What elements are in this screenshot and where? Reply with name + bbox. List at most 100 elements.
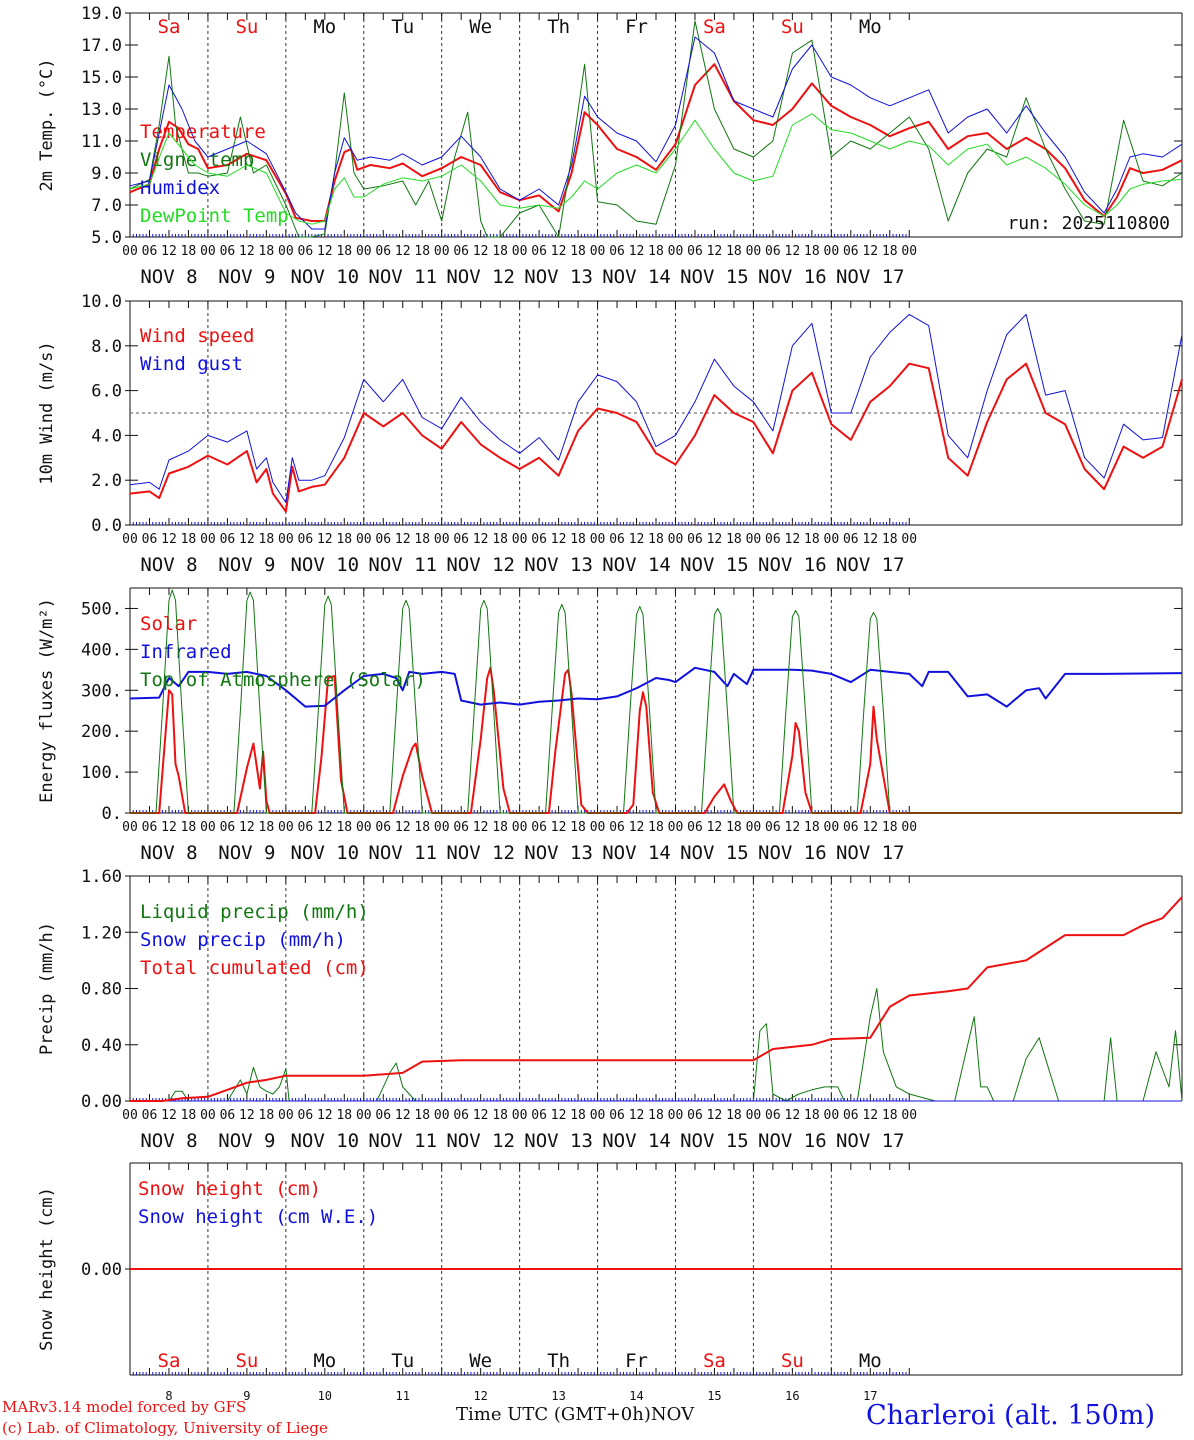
temperature-y-tick-label: 19.0	[81, 4, 122, 24]
temperature-y-tick-label: 9.0	[91, 164, 122, 184]
temperature-hour-label: 06	[298, 244, 314, 259]
wind-hour-label: 06	[142, 532, 158, 547]
wind-hour-label: 06	[531, 532, 547, 547]
energy-hour-label: 06	[531, 820, 547, 835]
temperature-hour-label: 00	[668, 244, 684, 259]
temperature-hour-label: 18	[259, 244, 275, 259]
energy-legend-entry: Solar	[140, 613, 197, 635]
precip-hour-label: 00	[278, 1108, 294, 1123]
weekday-label: Su	[235, 1350, 258, 1372]
wind-hour-label: 00	[668, 532, 684, 547]
location-title: Charleroi (alt. 150m)	[866, 1400, 1155, 1431]
temperature-series-line	[129, 63, 1183, 222]
temperature-y-tick-label: 17.0	[81, 36, 122, 56]
wind-hour-label: 06	[375, 532, 391, 547]
wind-date-label: NOV 12	[446, 554, 515, 576]
temperature-hour-label: 06	[531, 244, 547, 259]
wind-legend-entry: Wind gust	[140, 353, 243, 375]
energy-hour-label: 00	[824, 820, 840, 835]
precip-y-tick-label: 0.40	[81, 1036, 122, 1056]
energy-y-tick-label: 200.	[81, 722, 122, 742]
weekday-label: We	[469, 1350, 492, 1372]
precip-y-tick-label: 1.60	[81, 867, 122, 887]
precip-hour-label: 18	[414, 1108, 430, 1123]
energy-legend-entry: Infrared	[140, 641, 232, 663]
temperature-run-annotation: run: 2025110800	[1007, 213, 1170, 234]
bottom-day-number: 17	[863, 1389, 877, 1403]
temperature-hour-label: 12	[629, 244, 645, 259]
temperature-hour-label: 18	[336, 244, 352, 259]
wind-date-label: NOV 8	[140, 554, 197, 576]
temperature-date-label: NOV 13	[524, 266, 593, 288]
precip-hour-label: 00	[824, 1108, 840, 1123]
energy-hour-label: 18	[570, 820, 586, 835]
weekday-label: Mo	[313, 1350, 336, 1372]
temperature-date-label: NOV 15	[680, 266, 749, 288]
weekday-label: Mo	[859, 16, 882, 38]
energy-series-line	[129, 666, 1183, 708]
precip-y-tick-label: 1.20	[81, 923, 122, 943]
snow-y-tick-label: 0.00	[81, 1260, 122, 1280]
energy-hour-label: 06	[843, 820, 859, 835]
temperature-hour-label: 00	[122, 244, 138, 259]
wind-y-tick-label: 8.0	[91, 337, 122, 357]
wind-hour-label: 00	[356, 532, 372, 547]
temperature-y-tick-label: 11.0	[81, 132, 122, 152]
wind-date-label: NOV 9	[218, 554, 275, 576]
weekday-label: Tu	[391, 1350, 414, 1372]
temperature-legend-entry: Humidex	[140, 177, 220, 199]
precip-hour-label: 18	[882, 1108, 898, 1123]
energy-date-label: NOV 14	[602, 842, 671, 864]
temperature-hour-label: 18	[726, 244, 742, 259]
wind-hour-label: 12	[862, 532, 878, 547]
temperature-date-label: NOV 14	[602, 266, 671, 288]
energy-hour-label: 18	[181, 820, 197, 835]
precip-date-label: NOV 11	[368, 1130, 437, 1152]
temperature-hour-label: 18	[882, 244, 898, 259]
weekday-label: Su	[781, 16, 804, 38]
bottom-day-number: 12	[473, 1389, 487, 1403]
wind-hour-label: 12	[239, 532, 255, 547]
precip-date-label: NOV 8	[140, 1130, 197, 1152]
wind-hour-label: 06	[220, 532, 236, 547]
weekday-label: Th	[547, 16, 570, 38]
temperature-y-tick-label: 13.0	[81, 100, 122, 120]
temperature-hour-label: 00	[278, 244, 294, 259]
wind-hour-label: 12	[395, 532, 411, 547]
energy-hour-label: 06	[687, 820, 703, 835]
wind-hour-label: 12	[785, 532, 801, 547]
precip-hour-label: 12	[785, 1108, 801, 1123]
wind-hour-label: 18	[336, 532, 352, 547]
wind-hour-label: 12	[473, 532, 489, 547]
temperature-hour-label: 12	[161, 244, 177, 259]
precip-hour-label: 18	[181, 1108, 197, 1123]
month-label: NOV	[650, 1404, 695, 1425]
energy-date-label: NOV 11	[368, 842, 437, 864]
temperature-hour-label: 12	[551, 244, 567, 259]
temperature-hour-label: 00	[356, 244, 372, 259]
temperature-y-axis-label: 2m Temp. (°C)	[37, 58, 57, 191]
energy-hour-label: 00	[668, 820, 684, 835]
temperature-series-line	[129, 36, 1183, 230]
energy-hour-label: 12	[551, 820, 567, 835]
energy-hour-label: 00	[746, 820, 762, 835]
precip-hour-label: 12	[551, 1108, 567, 1123]
wind-y-tick-label: 10.0	[81, 292, 122, 312]
wind-hour-label: 00	[746, 532, 762, 547]
wind-hour-label: 12	[707, 532, 723, 547]
energy-hour-label: 18	[726, 820, 742, 835]
temperature-hour-label: 06	[765, 244, 781, 259]
precip-hour-label: 06	[142, 1108, 158, 1123]
temperature-hour-label: 00	[590, 244, 606, 259]
weekday-label: Fr	[625, 16, 648, 38]
temperature-date-label: NOV 8	[140, 266, 197, 288]
weekday-label: Mo	[313, 16, 336, 38]
precip-series-line	[130, 896, 1183, 1102]
wind-hour-label: 12	[161, 532, 177, 547]
temperature-hour-label: 18	[804, 244, 820, 259]
bottom-day-number: 8	[165, 1389, 172, 1403]
wind-hour-label: 00	[434, 532, 450, 547]
bottom-day-number: 9	[243, 1389, 250, 1403]
energy-hour-label: 06	[609, 820, 625, 835]
wind-series-line	[129, 362, 1183, 513]
